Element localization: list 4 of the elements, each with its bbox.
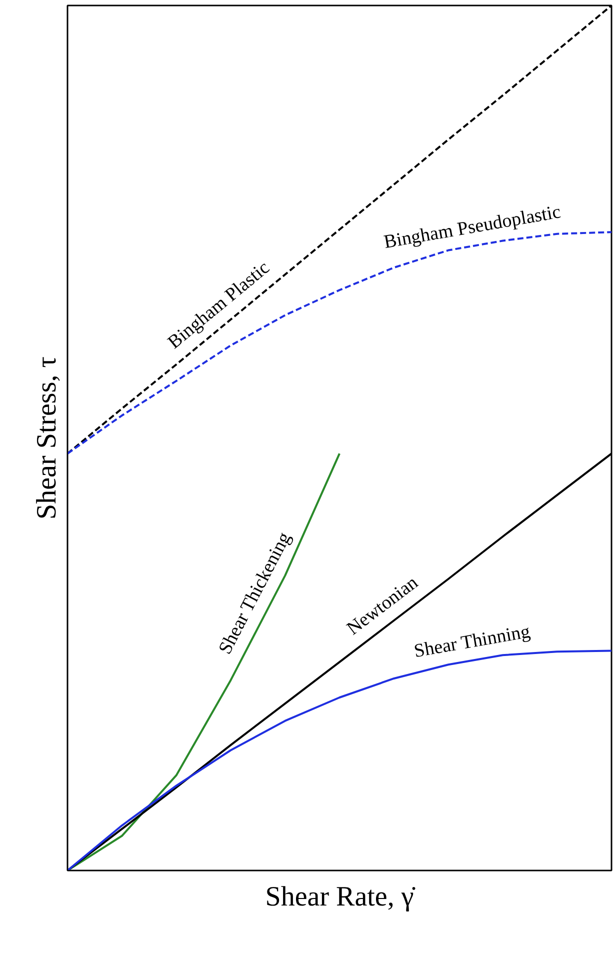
text: Bingham Pseudoplastic [382,202,562,254]
text: Shear Thinning [412,621,532,662]
y-axis-title: Shear Stress, τ [32,356,62,520]
x-axis-title: Shear Rate, γ̇ [265,882,416,912]
